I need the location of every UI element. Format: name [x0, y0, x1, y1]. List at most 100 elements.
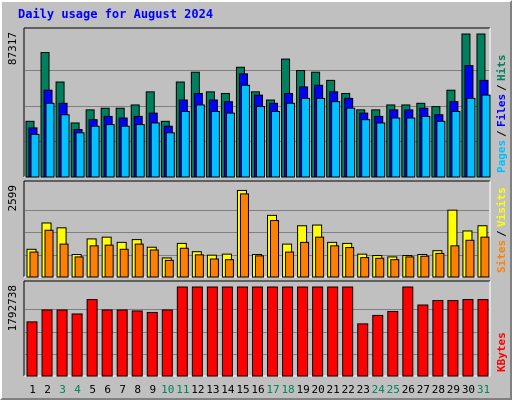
- day-label: 29: [447, 383, 460, 396]
- sites-bar: [29, 251, 39, 278]
- kbytes-bar: [251, 286, 263, 377]
- sites-bar: [480, 236, 490, 278]
- pages-bar: [195, 104, 205, 178]
- kbytes-bar: [387, 310, 399, 377]
- pages-bar: [210, 110, 220, 178]
- day-label: 3: [59, 383, 66, 396]
- sites-bar: [119, 248, 129, 278]
- day-label: 9: [149, 383, 156, 396]
- sites-bar: [209, 258, 219, 278]
- sites-bar: [375, 257, 385, 278]
- day-label: 7: [119, 383, 126, 396]
- legend-visits: Visits: [495, 187, 508, 227]
- sites-bar: [224, 259, 234, 278]
- kbytes-bar: [267, 286, 279, 377]
- day-label: 28: [432, 383, 445, 396]
- kbytes-bar: [312, 286, 324, 377]
- sites-bar: [285, 251, 295, 278]
- legend-separator: /: [495, 84, 508, 91]
- sites-bar: [270, 220, 280, 278]
- day-label: 4: [74, 383, 81, 396]
- day-label: 16: [251, 383, 264, 396]
- legend-hits: Hits: [495, 55, 508, 82]
- kbytes-bar: [131, 310, 143, 377]
- pages-bar: [105, 124, 115, 178]
- pages-bar: [286, 102, 296, 178]
- sites-bar: [134, 243, 144, 278]
- day-label: 23: [357, 383, 370, 396]
- sites-bar: [59, 243, 69, 278]
- pages-bar: [316, 97, 326, 178]
- kbytes-bar: [447, 300, 459, 377]
- sites-bar: [74, 256, 84, 278]
- pages-bar: [406, 117, 416, 178]
- pages-bar: [271, 110, 281, 178]
- sites-bar: [104, 244, 114, 278]
- day-label: 13: [206, 383, 219, 396]
- sites-bar: [420, 255, 430, 278]
- sites-bar: [149, 249, 159, 278]
- day-label: 27: [417, 383, 430, 396]
- day-label: 17: [266, 383, 279, 396]
- kbytes-bar: [432, 300, 444, 377]
- kbytes-max-label: 1792738: [6, 285, 19, 331]
- day-label: 21: [327, 383, 340, 396]
- pages-bar: [165, 132, 175, 178]
- day-label: 22: [342, 383, 355, 396]
- pages-bar: [240, 84, 250, 178]
- sites-bar: [450, 245, 460, 278]
- kbytes-bar: [477, 299, 489, 377]
- day-label: 30: [462, 383, 475, 396]
- day-label: 1: [29, 383, 36, 396]
- legend-sites: Sites: [495, 240, 508, 273]
- sites-bar: [300, 241, 310, 278]
- sites-bar: [89, 245, 99, 278]
- sites-bar: [239, 193, 249, 278]
- sites-bar: [330, 245, 340, 278]
- pages-bar: [361, 119, 371, 178]
- legend-separator: /: [495, 230, 508, 237]
- day-label: 8: [134, 383, 141, 396]
- pages-bar: [150, 122, 160, 178]
- kbytes-bar: [146, 311, 158, 377]
- hits-max-label: 87317: [6, 32, 19, 65]
- day-label: 6: [104, 383, 111, 396]
- visits-max-label: 2599: [6, 185, 19, 212]
- day-label: 12: [191, 383, 204, 396]
- day-label: 18: [281, 383, 294, 396]
- pages-bar: [45, 102, 55, 178]
- pages-bar: [90, 125, 100, 178]
- kbytes-bar: [191, 286, 203, 377]
- day-label: 26: [402, 383, 415, 396]
- kbytes-bar: [41, 309, 53, 377]
- day-label: 19: [296, 383, 309, 396]
- sites-bar: [179, 247, 189, 278]
- day-label: 2: [44, 383, 51, 396]
- legend-kbytes: KBytes: [495, 332, 508, 372]
- sites-bar: [435, 252, 445, 278]
- pages-bar: [75, 132, 85, 178]
- day-label: 14: [221, 383, 235, 396]
- kbytes-bar: [161, 309, 173, 377]
- sites-bar: [390, 259, 400, 278]
- pages-bar: [451, 110, 461, 178]
- legend-files: Files: [495, 94, 508, 127]
- kbytes-bar: [282, 286, 294, 377]
- day-label: 5: [89, 383, 96, 396]
- kbytes-bar: [56, 309, 68, 377]
- kbytes-bar: [26, 321, 38, 377]
- kbytes-bar: [221, 286, 233, 377]
- pages-bar: [346, 107, 356, 178]
- kbytes-bar: [236, 286, 248, 377]
- day-label: 15: [236, 383, 249, 396]
- kbytes-bar: [206, 286, 218, 377]
- sites-bar: [164, 259, 174, 278]
- pages-bar: [255, 106, 265, 178]
- pages-bar: [436, 120, 446, 178]
- day-label: 11: [176, 383, 189, 396]
- sites-bar: [360, 257, 370, 278]
- pages-bar: [60, 114, 70, 178]
- kbytes-bar: [176, 286, 188, 377]
- sites-bar: [465, 239, 475, 278]
- pages-bar: [30, 133, 40, 178]
